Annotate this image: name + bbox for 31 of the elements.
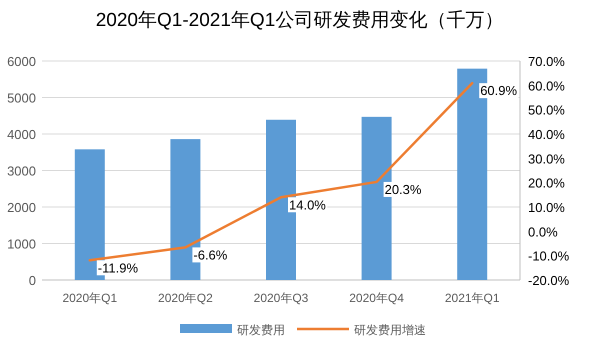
data-label: -11.9% [98,260,138,276]
y2-tick-label: 0.0% [528,224,558,240]
y2-tick-label: 60.0% [528,78,566,94]
legend-label: 研发费用 [237,323,285,337]
x-tick-label: 2021年Q1 [444,291,500,305]
y-tick-label: 5000 [7,90,36,106]
y-tick-label: 0 [28,273,36,288]
y-tick-label: 6000 [7,54,36,69]
data-label: -6.6% [193,247,228,262]
y2-tick-label: 10.0% [528,200,566,215]
y-tick-label: 2000 [7,200,36,215]
y-tick-label: 4000 [7,127,36,142]
y2-tick-label: 40.0% [528,127,566,142]
y2-tick-label: 50.0% [528,102,566,118]
x-tick-label: 2020年Q3 [254,291,309,305]
y2-tick-label: -20.0% [528,273,570,288]
x-tick-label: 2020年Q4 [349,291,404,305]
x-tick-label: 2020年Q2 [158,291,214,305]
y2-tick-label: 30.0% [528,151,566,166]
y-tick-label: 1000 [7,236,36,252]
data-label: 14.0% [289,197,326,212]
y2-tick-label: 70.0% [528,54,566,69]
y2-tick-label: -10.0% [528,248,570,264]
chart-title: 2020年Q1-2021年Q1公司研发费用变化（千万） [96,9,504,31]
data-label: 20.3% [384,182,422,197]
x-tick-label: 2020年Q1 [62,291,118,305]
data-label: 60.9% [480,83,518,98]
y-tick-label: 3000 [7,164,36,178]
y2-tick-label: 20.0% [528,176,566,191]
line-series [88,82,474,262]
legend-label: 研发费用增速 [354,323,426,337]
